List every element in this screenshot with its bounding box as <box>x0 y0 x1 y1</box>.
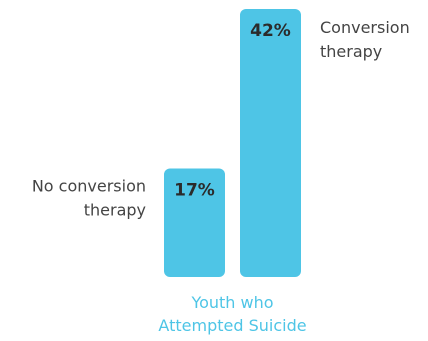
value-label: 42% <box>250 21 291 41</box>
bars-group <box>164 9 301 277</box>
value-label: 17% <box>174 181 215 201</box>
series-label: No conversion therapy <box>32 177 146 220</box>
category-label: Youth who Attempted Suicide <box>158 293 306 335</box>
bar-conversion-therapy <box>240 9 301 277</box>
series-label: Conversion therapy <box>320 18 410 61</box>
labels-group: 17% No conversion therapy 42% Conversion ther… <box>32 18 410 335</box>
bar-no-conversion-therapy <box>164 168 225 277</box>
